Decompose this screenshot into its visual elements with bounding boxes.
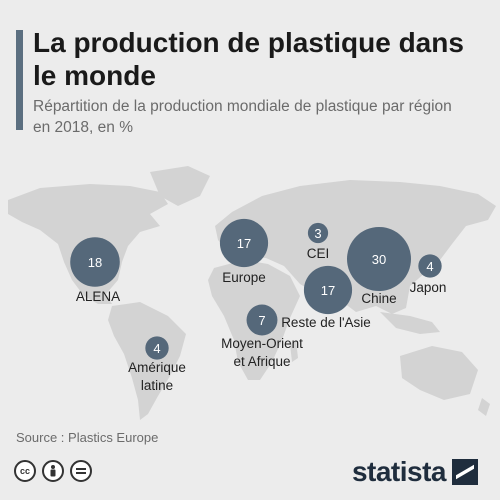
page-subtitle: Répartition de la production mondiale de… [33, 98, 452, 136]
landmass-greenland [150, 166, 210, 206]
region-label-europe: Europe [222, 270, 266, 285]
bubble-value-europe: 17 [237, 236, 251, 251]
region-label-cei: CEI [307, 246, 330, 261]
region-label-alena: ALENA [76, 289, 120, 304]
source-note: Source : Plastics Europe [16, 430, 159, 445]
bubble-reste-de-l-asie [303, 265, 353, 315]
bubble-cei [307, 222, 329, 244]
bubble-japon [418, 254, 442, 278]
statista-mark-icon [452, 459, 478, 485]
region-label-amerique-latine-line2: latine [141, 378, 173, 393]
landmass-australia [400, 346, 478, 400]
landmass-madagascar [290, 340, 298, 362]
person-icon[interactable] [42, 460, 64, 482]
bubble-value-reste-de-l-asie: 17 [321, 283, 335, 298]
region-label-chine: Chine [361, 291, 396, 306]
cc-icon[interactable]: cc [14, 460, 36, 482]
landmass-south-america [108, 302, 186, 420]
bubble-moyen-orient-et-afrique [246, 304, 278, 336]
bubble-value-amerique-latine: 4 [153, 341, 160, 356]
page-title: La production de plastique dans le monde [33, 27, 464, 91]
region-label-moyen-orient-et-afrique-line1: Moyen-Orient [221, 336, 303, 351]
region-label-reste-de-l-asie: Reste de l'Asie [281, 315, 371, 330]
bubble-value-cei: 3 [314, 226, 321, 241]
bubble-value-japon: 4 [426, 259, 433, 274]
license-icons: cc [14, 460, 92, 482]
region-label-moyen-orient-et-afrique-line2: et Afrique [233, 354, 290, 369]
bubble-alena [70, 237, 120, 287]
bubble-layer: 18 ALENA 17 Europe 3 CEI 30 Chine 4 Japon 17 Reste … [70, 218, 447, 393]
region-label-japon: Japon [410, 280, 447, 295]
bubble-chine [347, 227, 411, 291]
bubble-europe [219, 218, 269, 268]
bubble-amerique-latine [145, 336, 169, 360]
equals-icon[interactable] [70, 460, 92, 482]
landmass-new-zealand [478, 398, 490, 416]
landmass-southeast-asia [380, 312, 440, 334]
bubble-value-moyen-orient-et-afrique: 7 [258, 313, 265, 328]
brand-name: statista [351, 456, 447, 487]
region-label-amerique-latine-line1: Amérique [128, 360, 186, 375]
bubble-value-chine: 30 [372, 252, 386, 267]
bubble-value-alena: 18 [88, 255, 102, 270]
title-accent-bar [16, 30, 23, 130]
brand-logo[interactable]: statista [352, 456, 478, 488]
